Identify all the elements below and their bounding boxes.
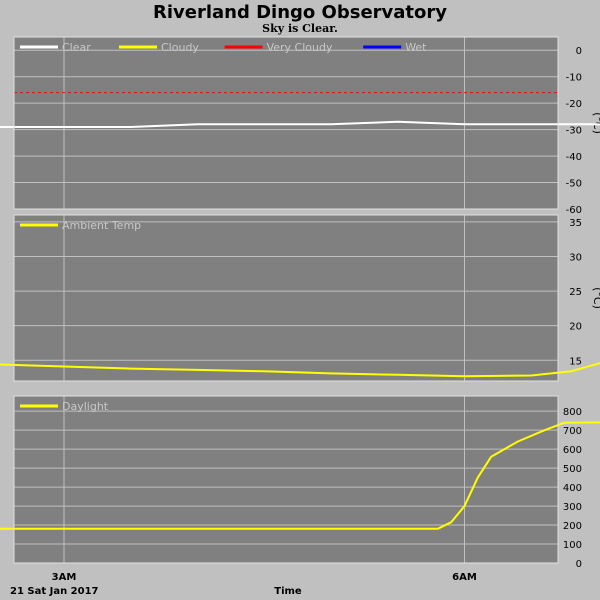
panel-1-ytick-label: 0: [576, 46, 582, 57]
panel-3-ytick-label: 0: [576, 559, 582, 570]
series-line-clear: [0, 120, 600, 128]
panel-1-ytick-label: -10: [566, 73, 582, 84]
panel-1-ytick-label: -60: [566, 205, 582, 216]
panel-3-frame: [13, 395, 559, 564]
panel-1-frame: [13, 36, 559, 210]
legend-label-clear: Clear: [62, 41, 91, 54]
panel-2-ytick-label: 20: [569, 322, 582, 333]
legend-label-daylight: Daylight: [62, 400, 109, 413]
x-axis-label: Time: [274, 586, 302, 597]
legend-label-ambient-temp: Ambient Temp: [62, 219, 141, 232]
panel-1-ytick-label: -50: [566, 179, 582, 190]
panel-3-background: [14, 396, 558, 563]
series-line-ambient-temp: [0, 362, 600, 378]
panel-1-ytick-label: -20: [566, 99, 582, 110]
panel-2-ytick-label: 15: [569, 356, 582, 367]
panel-2-ylabel: (°C): [591, 287, 600, 309]
panel-1-background: [14, 37, 558, 209]
panel-2-frame: [13, 214, 559, 382]
panel-2-ytick-label: 30: [569, 253, 582, 264]
date-label: 21 Sat Jan 2017: [10, 586, 99, 597]
x-tick-label: 3AM: [52, 572, 77, 583]
panel-1-ytick-label: -30: [566, 126, 582, 137]
page-subtitle: Sky is Clear.: [262, 22, 338, 35]
x-tick-label: 6AM: [452, 572, 477, 583]
panel-3-ytick-label: 500: [563, 464, 582, 475]
panel-3-ytick-label: 800: [563, 407, 582, 418]
panel-2-ytick-label: 35: [569, 218, 582, 229]
page-title: Riverland Dingo Observatory: [153, 2, 447, 23]
panel-3-ytick-label: 200: [563, 521, 582, 532]
panel-3-ytick-label: 300: [563, 502, 582, 513]
panel-2-ytick-label: 25: [569, 287, 582, 298]
panel-1-ytick-label: -40: [566, 152, 582, 163]
panel-3-ytick-label: 100: [563, 540, 582, 551]
panel-3-ytick-label: 400: [563, 483, 582, 494]
legend-label-wet: Wet: [405, 41, 427, 54]
legend-label-cloudy: Cloudy: [161, 41, 199, 54]
legend-label-very-cloudy: Very Cloudy: [267, 41, 333, 54]
panel-3-ytick-label: 700: [563, 426, 582, 437]
panel-3-ytick-label: 600: [563, 445, 582, 456]
series-line-daylight: [0, 421, 600, 530]
panel-1-ylabel: (°C): [591, 112, 600, 134]
panel-2-background: [14, 215, 558, 381]
